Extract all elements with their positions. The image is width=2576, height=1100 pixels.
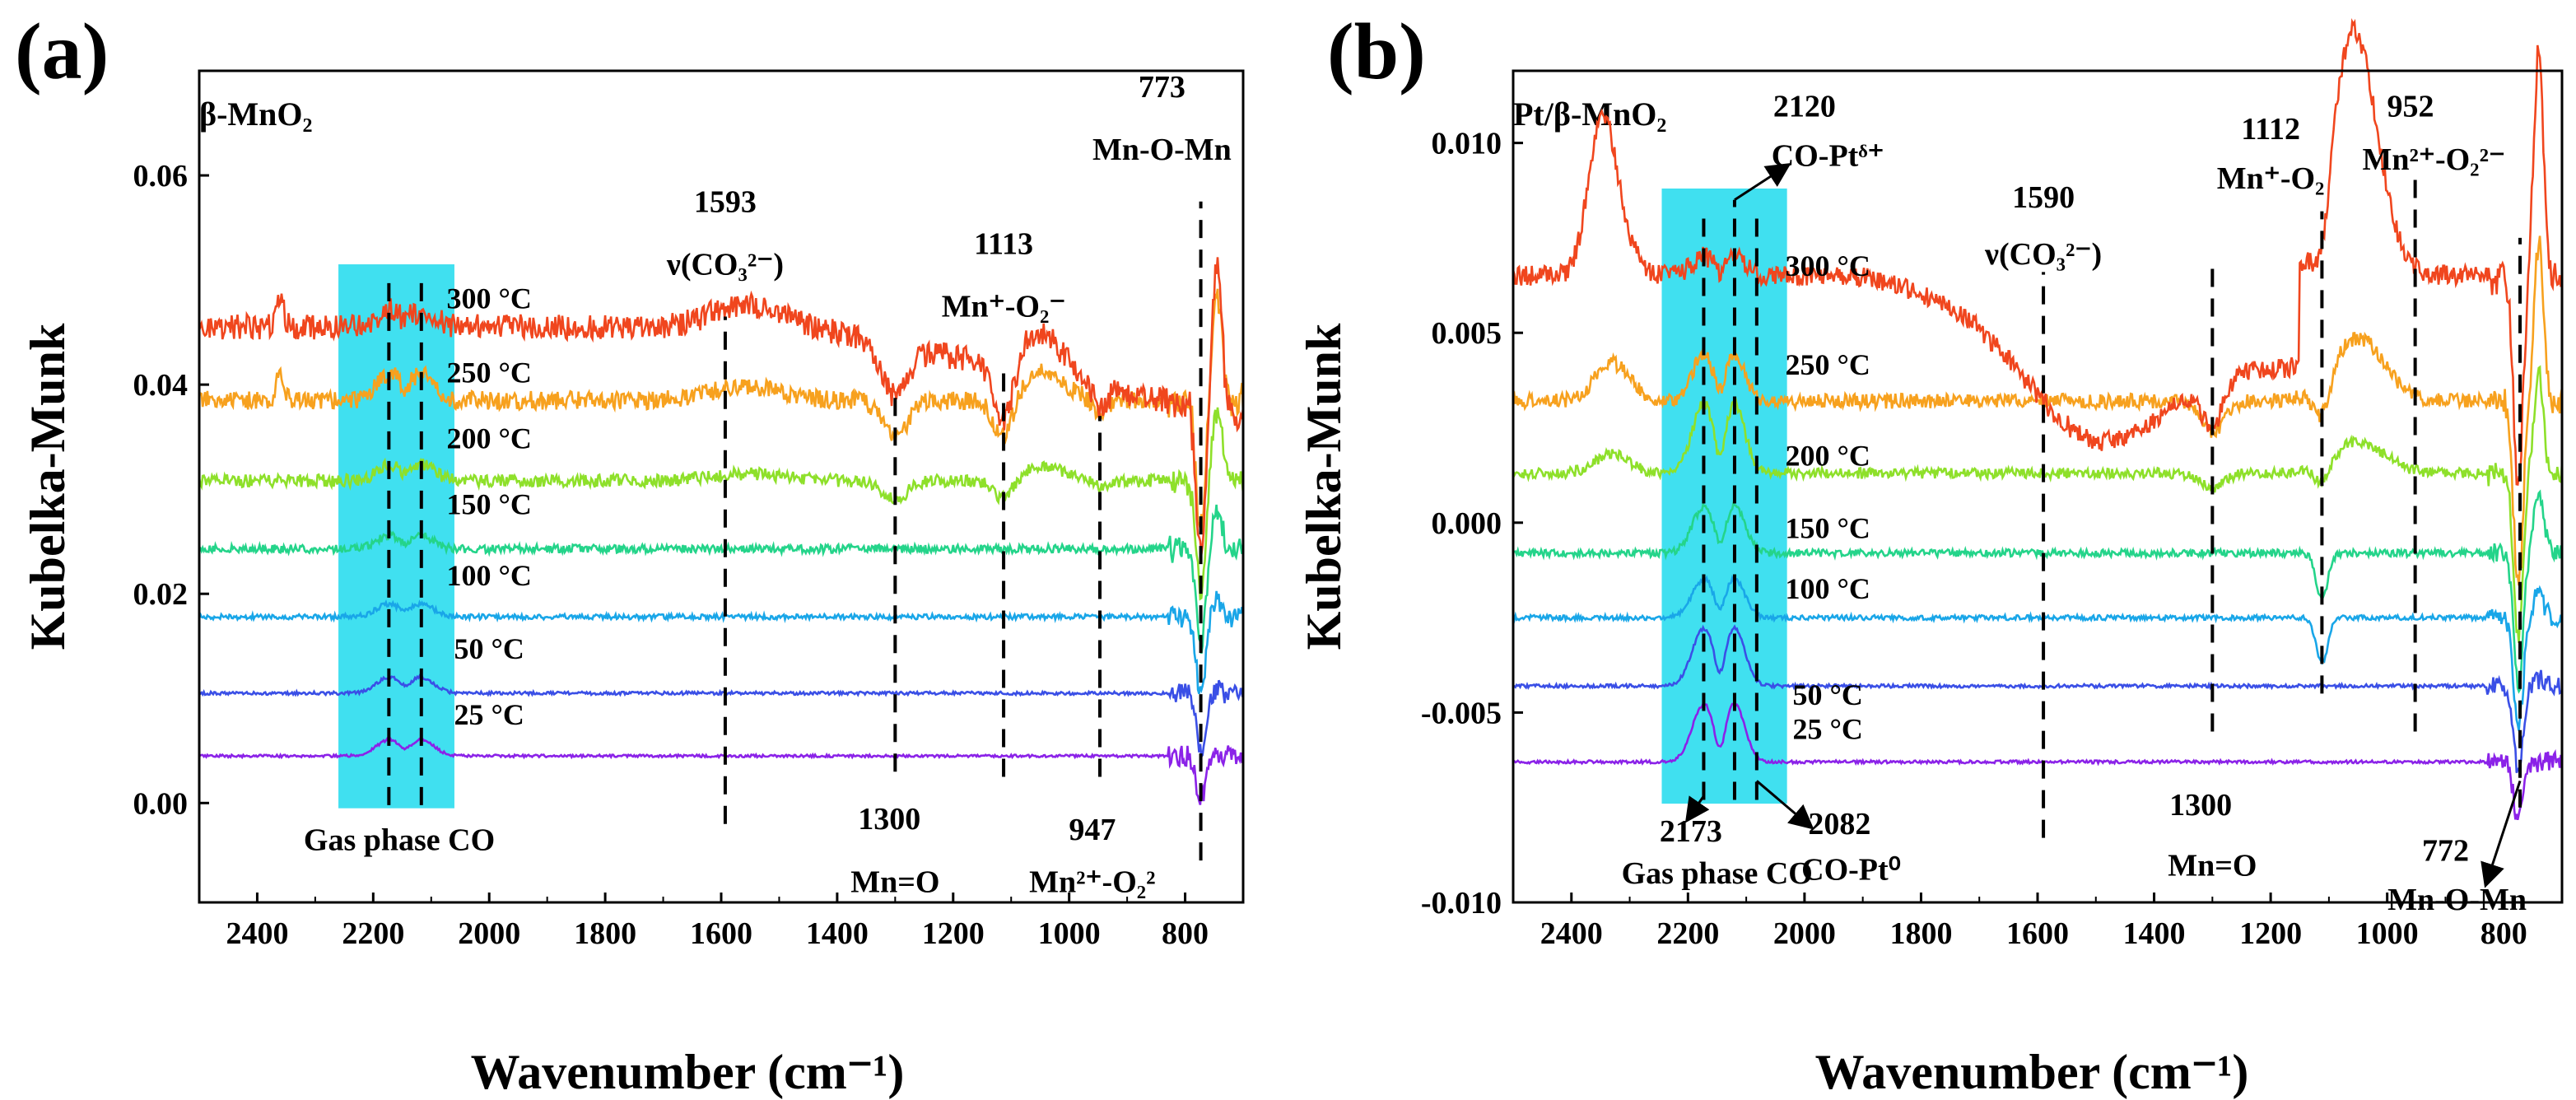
panel-b-annotation: Mn²⁺-O₂²⁻ xyxy=(2363,142,2506,177)
panel-b-x-tick-label: 2400 xyxy=(1540,916,1603,951)
panel-b-pointer-arrow xyxy=(1755,780,1814,830)
panel-b-annotation: 2120 xyxy=(1773,89,1836,124)
panel-a-annotation: 773 xyxy=(1139,70,1186,105)
panel-b-annotation: 1112 xyxy=(2241,112,2300,147)
panel-a-temp-label: 150 °C xyxy=(447,488,532,521)
panel-a-annotation: Gas phase CO xyxy=(304,823,495,857)
panel-a-annotation: 1300 xyxy=(858,802,920,837)
panel-a-label: (a) xyxy=(15,7,109,96)
panel-a-series-250c xyxy=(198,288,1245,533)
panel-a-y-tick-label: 0.02 xyxy=(133,577,189,612)
panel-a-x-tick-label: 2400 xyxy=(226,916,288,951)
panel-b-pointer-arrow xyxy=(1684,795,1710,823)
panel-a-y-tick-label: 0.00 xyxy=(133,786,189,821)
panel-a-annotation: 1593 xyxy=(694,185,757,220)
panel-b-x-tick-label: 800 xyxy=(2481,916,2527,951)
panel-b-series-100c xyxy=(1512,574,2564,731)
panel-a: (a) Kubelka-Munk Wavenumber (cm⁻¹) β-MnO… xyxy=(15,7,1245,1099)
panel-a-annotation: ν(CO₃²⁻) xyxy=(666,248,784,282)
panel-a-y-tick-label: 0.04 xyxy=(133,368,189,403)
panel-a-x-tick-label: 1000 xyxy=(1038,916,1101,951)
panel-a-series-300c xyxy=(198,257,1245,555)
panel-b-temp-label: 250 °C xyxy=(1785,348,1870,381)
panel-b-sample-label: Pt/β-MnO₂ xyxy=(1513,96,1666,133)
panel-b-annotation: 1300 xyxy=(2169,788,2232,823)
panel-a-series-25c xyxy=(198,736,1245,805)
panel-b-x-tick-label: 2200 xyxy=(1656,916,1719,951)
panel-a-annotation: 1113 xyxy=(974,226,1033,261)
panel-a-x-tick-label: 1200 xyxy=(922,916,985,951)
panel-b-temp-label: 200 °C xyxy=(1785,440,1870,473)
panel-b-annotation: Gas phase CO xyxy=(1622,856,1813,891)
panel-b-series-300c xyxy=(1512,17,2564,487)
panel-a-x-tick-label: 2000 xyxy=(458,916,520,951)
panel-b-y-tick-label: -0.005 xyxy=(1421,696,1502,730)
panel-b-annotation: Mn-O-Mn xyxy=(2387,883,2527,917)
panel-b-series-25c xyxy=(1513,700,2564,820)
panel-b-x-tick-label: 1200 xyxy=(2239,916,2302,951)
panel-a-temp-label: 50 °C xyxy=(454,632,524,665)
panel-b-x-tick-label: 1000 xyxy=(2356,916,2419,951)
panel-a-series-150c xyxy=(198,504,1245,655)
panel-a-series-200c xyxy=(198,407,1245,601)
panel-b-temp-label: 150 °C xyxy=(1785,511,1870,544)
panel-b-pointer-arrow xyxy=(2481,780,2522,888)
panel-b-series-200c xyxy=(1512,365,2564,644)
panel-b-annotation: 2082 xyxy=(1808,807,1870,841)
panel-b-temp-label: 300 °C xyxy=(1785,249,1870,282)
panel-b-x-tick-label: 1400 xyxy=(2123,916,2186,951)
panel-a-annotation: Mn=O xyxy=(850,865,939,899)
panel-b-plot: 25 °C50 °C 100 °C 150 °C 200 °C 250 °C 300 °C… xyxy=(1421,17,2564,951)
panel-a-temp-label: 250 °C xyxy=(447,357,532,389)
panel-b-x-tick-label: 1600 xyxy=(2006,916,2069,951)
panel-a-annotation: 947 xyxy=(1069,813,1116,847)
panel-a-series-50c xyxy=(198,674,1245,760)
panel-b-temp-label: 100 °C xyxy=(1785,572,1870,605)
panel-b-temp-label: 25 °C xyxy=(1792,713,1862,746)
panel-b-x-tick-label: 2000 xyxy=(1773,916,1836,951)
panel-b-annotation: 1590 xyxy=(2012,180,2075,215)
panel-a-sample-label: β-MnO₂ xyxy=(199,96,313,133)
panel-a-y-axis-title: Kubelka-Munk xyxy=(21,323,75,650)
panel-a-temp-label: 200 °C xyxy=(447,422,532,455)
panel-a-x-axis-title: Wavenumber (cm⁻¹) xyxy=(471,1045,905,1099)
panel-a-x-tick-label: 1600 xyxy=(690,916,752,951)
panel-a-y-tick-label: 0.06 xyxy=(133,159,189,193)
panel-b-y-tick-label: 0.000 xyxy=(1432,506,1502,541)
panel-b-y-tick-label: 0.005 xyxy=(1432,316,1502,351)
panel-b-gas-phase-highlight xyxy=(1661,188,1787,804)
panel-b-x-axis-title: Wavenumber (cm⁻¹) xyxy=(1815,1045,2249,1099)
panel-a-annotation: Mn²⁺-O₂² xyxy=(1029,865,1155,899)
panel-a-plot: 25 °C 50 °C 100 °C 150 °C 200 °C 250 °C 300 °C… xyxy=(133,69,1245,951)
panel-b-label: (b) xyxy=(1327,7,1426,96)
panel-a-temp-label: 25 °C xyxy=(454,698,524,731)
panel-b-series-150c xyxy=(1512,489,2564,694)
panel-a-x-tick-label: 1400 xyxy=(806,916,869,951)
panel-b-annotation: CO-Pt⁰ xyxy=(1801,852,1901,887)
panel-b-y-tick-label: -0.010 xyxy=(1421,886,1502,921)
panel-b-series-50c xyxy=(1512,624,2564,774)
panel-b-annotation: Mn⁺-O₂ xyxy=(2217,161,2325,196)
panel-b-y-tick-label: 0.010 xyxy=(1432,127,1502,161)
panel-a-x-tick-label: 2200 xyxy=(342,916,404,951)
panel-b-annotation: 952 xyxy=(2387,89,2434,124)
panel-a-temp-label: 300 °C xyxy=(447,282,532,315)
panel-a-x-tick-label: 1800 xyxy=(574,916,636,951)
panel-b-y-axis-title: Kubelka-Munk xyxy=(1297,323,1351,650)
panel-b-annotation: 772 xyxy=(2422,833,2469,868)
panel-a-temp-label: 100 °C xyxy=(447,559,532,592)
panel-a-series-100c xyxy=(198,590,1245,695)
panel-b-x-tick-label: 1800 xyxy=(1889,916,1952,951)
panel-a-annotation: Mn⁺-O₂⁻ xyxy=(942,290,1066,324)
panel-a-x-tick-label: 800 xyxy=(1162,916,1209,951)
panel-b-annotation: Mn=O xyxy=(2168,849,2257,883)
panel-b-temp-label: 50 °C xyxy=(1792,678,1862,711)
panel-a-annotation: Mn-O-Mn xyxy=(1092,133,1232,167)
panel-b-annotation: ν(CO₃²⁻) xyxy=(1984,237,2102,272)
panel-b-annotation: CO-Ptᵟ⁺ xyxy=(1772,138,1884,173)
panel-b: (b) Kubelka-Munk Wavenumber (cm⁻¹) Pt/β-… xyxy=(1297,7,2564,1099)
panel-b-annotation: 2173 xyxy=(1660,814,1722,849)
panel-b-pointer-arrow xyxy=(1734,163,1791,202)
